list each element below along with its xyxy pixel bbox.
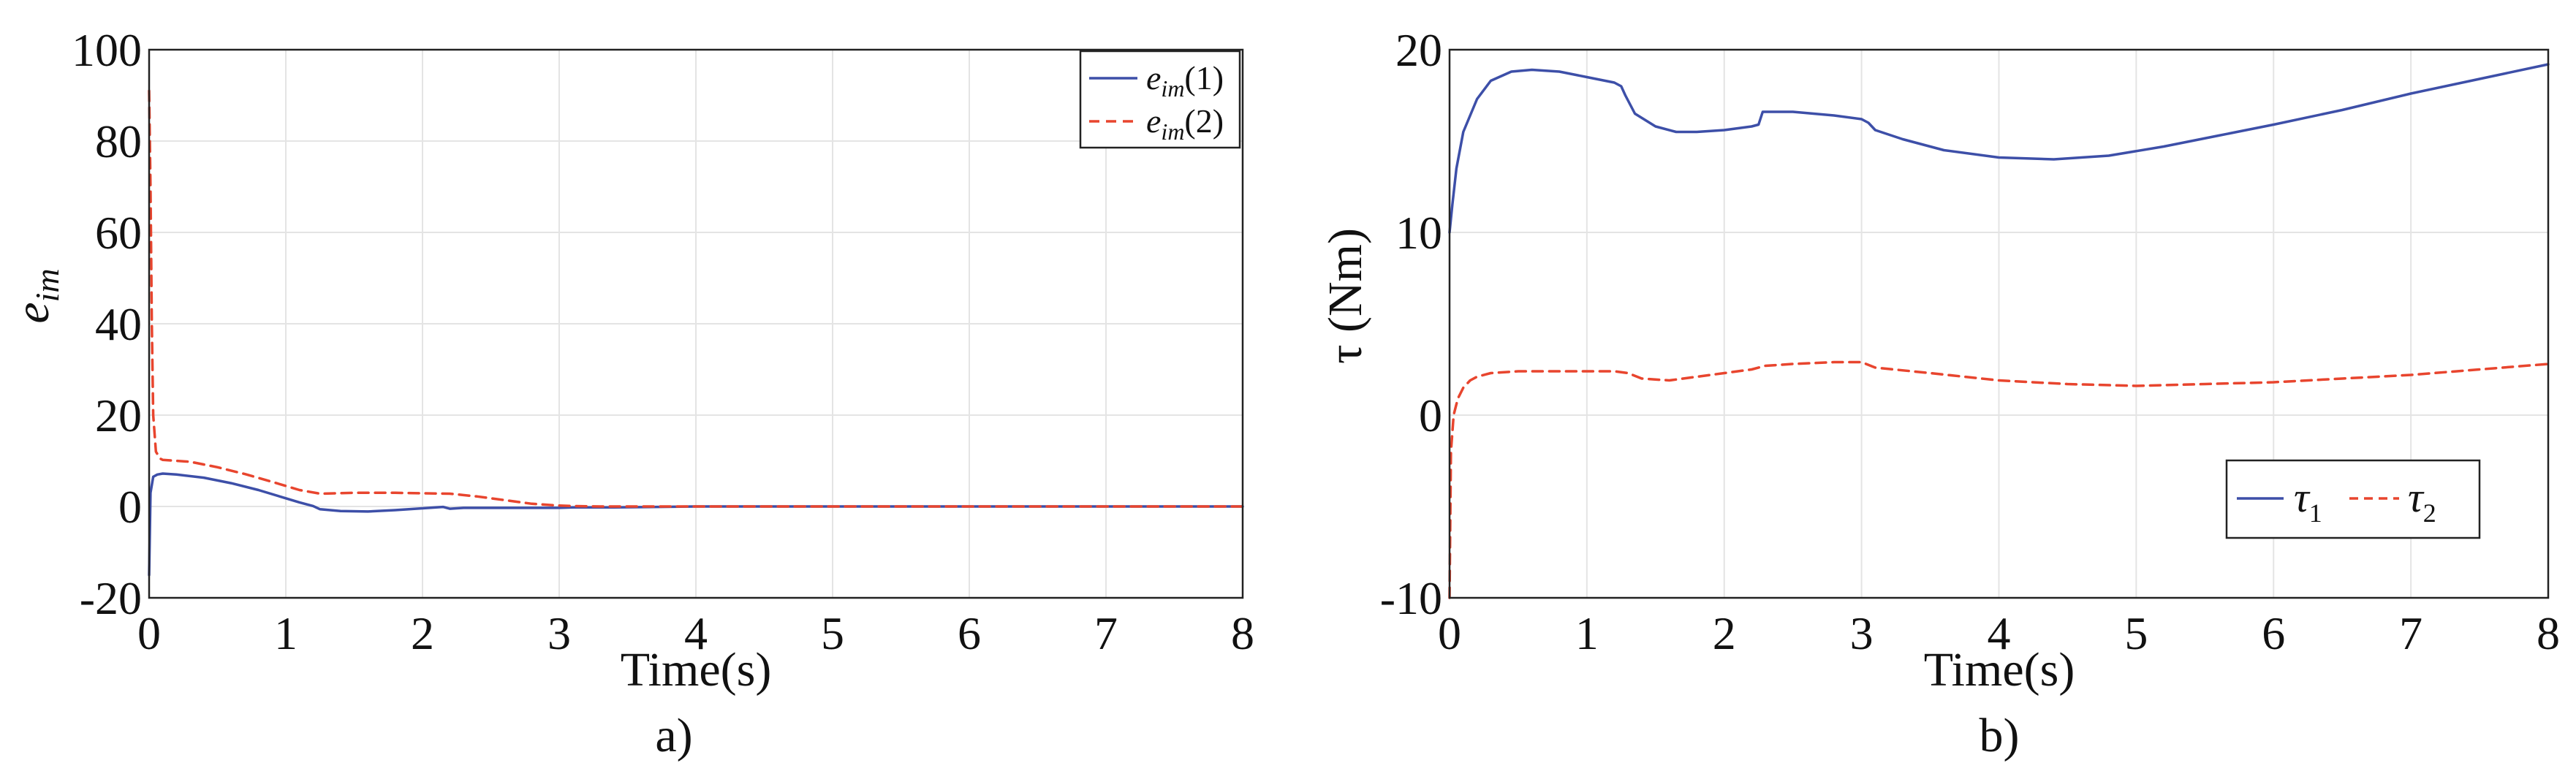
- panel-b-x-tick-label: 3: [1850, 607, 1874, 659]
- panel-a-legend-label-1: eim(1): [1146, 59, 1224, 102]
- panel-b-x-tick-label: 5: [2124, 607, 2148, 659]
- panel-b-x-tick-label: 6: [2262, 607, 2285, 659]
- panel-a-x-tick-label: 6: [958, 607, 981, 659]
- panel-a-series: [148, 89, 1244, 577]
- panel-a-series-1-line: [148, 472, 1244, 577]
- panel-b-y-tick-label: 20: [1395, 24, 1442, 76]
- panel-a-x-tick-label: 7: [1094, 607, 1118, 659]
- panel-b-caption: b): [1980, 709, 2020, 762]
- panel-a-y-axis-label: eim: [6, 268, 66, 323]
- panel-a-x-tick-label: 1: [274, 607, 298, 659]
- panel-a-x-tick-label: 5: [821, 607, 844, 659]
- panel-b-y-tick-label: -10: [1380, 572, 1442, 624]
- panel-b-plot-frame: [1448, 48, 2550, 599]
- panel-a-legend-label-2: eim(2): [1146, 102, 1224, 145]
- panel-b-legend-label-2: τ2: [2408, 474, 2436, 528]
- panel-a-x-tick-label: 8: [1231, 607, 1254, 659]
- panel-a-x-axis-label: Time(s): [621, 643, 772, 696]
- panel-a-x-tick-label: 2: [411, 607, 434, 659]
- panel-a-grid: [148, 49, 1243, 599]
- panel-a-y-tick-label: 20: [95, 390, 142, 441]
- panel-b-series-2-line: [1448, 360, 2550, 599]
- panel-a-y-tick-label: 60: [95, 207, 142, 259]
- panel-b-x-axis-label: Time(s): [1924, 643, 2075, 696]
- panel-b-y-axis-label: τ (Nm): [1319, 228, 1372, 364]
- panel-a-legend-box: [1079, 50, 1241, 149]
- panel-b-series: [1448, 63, 2550, 599]
- panel-a-legend: eim(1) eim(2): [1079, 50, 1241, 149]
- panel-b-x-tick-label: 7: [2399, 607, 2422, 659]
- panel-b-y-tick-labels: -10 0 10 20: [1380, 24, 1442, 624]
- panel-a-x-tick-labels: 0 1 2 3 4 5 6 7 8: [137, 607, 1254, 659]
- panel-b-x-tick-label: 0: [1438, 607, 1461, 659]
- panel-a-x-tick-label: 3: [548, 607, 571, 659]
- panel-b-x-tick-label: 2: [1713, 607, 1736, 659]
- panel-b-y-tick-label: 10: [1395, 207, 1442, 259]
- panel-b-x-tick-labels: 0 1 2 3 4 5 6 7 8: [1438, 607, 2560, 659]
- panel-a-plot-frame: [148, 48, 1244, 599]
- panel-a-y-tick-label: 80: [95, 115, 142, 167]
- panel-a-x-tick-label: 4: [684, 607, 708, 659]
- panel-b-y-tick-label: 0: [1419, 390, 1442, 441]
- panel-a-y-tick-label: 100: [72, 24, 142, 76]
- panel-b-legend-label-1: τ1: [2294, 474, 2322, 528]
- panel-a-y-tick-label: -20: [80, 572, 142, 624]
- panel-a-y-tick-labels: -20 0 20 40 60 80 100: [72, 24, 142, 624]
- panel-a-caption: a): [655, 709, 692, 762]
- panel-b-x-tick-label: 1: [1575, 607, 1599, 659]
- panel-a-x-tick-label: 0: [137, 607, 161, 659]
- panel-b-series-1-line: [1448, 63, 2550, 234]
- panel-a-y-tick-label: 40: [95, 298, 142, 350]
- panel-b-x-tick-label: 4: [1988, 607, 2011, 659]
- panel-b-legend: τ1 τ2: [2225, 459, 2481, 539]
- panel-b-x-tick-label: 8: [2537, 607, 2560, 659]
- panel-a-series-2-line: [148, 89, 1244, 508]
- panel-a-y-tick-label: 0: [118, 481, 142, 533]
